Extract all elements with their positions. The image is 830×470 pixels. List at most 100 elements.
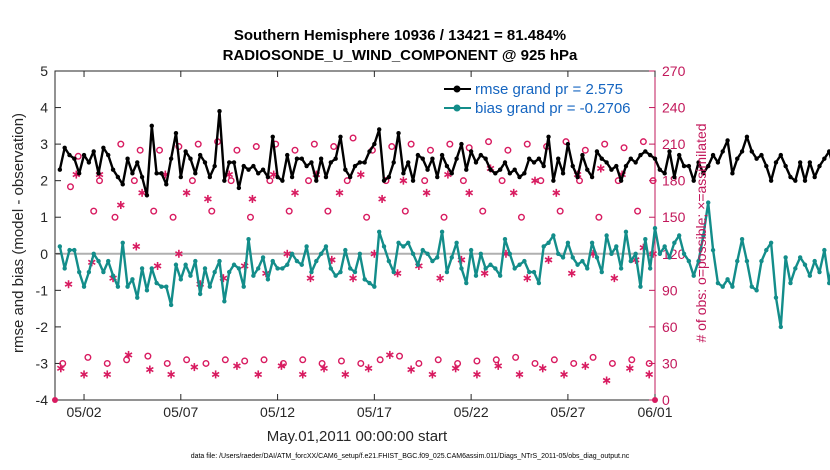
rmse-point <box>696 160 701 165</box>
obs-assimilated-marker <box>509 188 518 197</box>
bias-point <box>338 269 343 275</box>
rmse-point <box>493 171 498 176</box>
obs-possible-marker <box>485 138 493 146</box>
obs-possible-marker <box>601 140 609 148</box>
bias-point <box>696 258 701 264</box>
rmse-point <box>754 156 759 161</box>
rmse-point <box>691 178 696 183</box>
bias-point <box>410 251 416 256</box>
bias-point <box>783 255 788 260</box>
obs-assimilated-marker <box>552 188 561 197</box>
x-tick-label: 05/22 <box>454 404 489 420</box>
rmse-point <box>343 167 348 172</box>
bias-point <box>347 266 353 271</box>
obs-possible-marker <box>504 146 512 154</box>
obs-possible-marker <box>130 177 138 185</box>
obs-assimilated-marker <box>64 280 73 289</box>
bias-point <box>468 247 474 253</box>
rmse-point <box>720 149 725 154</box>
rmse-point <box>86 160 92 165</box>
bias-point <box>570 255 575 260</box>
obs-possible-marker <box>221 356 229 364</box>
bias-point <box>657 251 663 256</box>
bias-point <box>188 273 193 278</box>
obs-assimilated-marker <box>306 274 315 283</box>
obs-possible-marker <box>252 143 260 151</box>
bias-point <box>275 266 280 271</box>
rmse-point <box>672 174 677 180</box>
rmse-point <box>759 152 764 158</box>
obs-possible-marker <box>188 177 196 185</box>
rmse-point <box>338 134 343 139</box>
y-tick-label: 0 <box>40 246 48 262</box>
obs-assimilated-marker <box>364 364 373 373</box>
bias-point <box>565 240 571 246</box>
bias-point <box>236 266 242 271</box>
rmse-point <box>193 171 198 176</box>
bias-point <box>706 200 711 205</box>
rmse-point <box>91 149 96 154</box>
rmse-point <box>367 149 372 154</box>
obs-possible-marker <box>90 207 98 215</box>
rmse-point <box>706 163 711 169</box>
bias-point <box>556 251 561 256</box>
rmse-point <box>502 160 508 165</box>
bias-point <box>759 258 764 264</box>
obs-assimilated-marker <box>494 361 503 370</box>
obs-possible-marker <box>608 359 616 367</box>
rmse-point <box>67 152 72 158</box>
x-axis-label: May.01,2011 00:00:00 start <box>267 428 448 445</box>
bias-point <box>478 251 484 256</box>
obs-assimilated-marker <box>356 170 365 179</box>
rmse-point <box>62 145 67 150</box>
bias-point <box>352 269 358 275</box>
rmse-point <box>164 182 169 187</box>
bias-point <box>676 233 682 238</box>
obs-possible-marker <box>324 207 332 215</box>
obs-possible-marker <box>440 213 448 221</box>
bias-point <box>444 269 450 275</box>
bias-point <box>802 262 808 267</box>
obs-assimilated-marker <box>428 370 437 379</box>
bias-point <box>430 258 435 264</box>
rmse-point <box>415 152 421 158</box>
bias-point <box>585 266 590 271</box>
bias-point <box>381 244 387 249</box>
rmse-point <box>202 160 208 165</box>
y-tick-label: 2 <box>40 173 48 189</box>
rmse-point <box>599 156 604 161</box>
rmse-point <box>275 174 280 180</box>
rmse-point <box>647 152 653 158</box>
right-y-tick-label: 0 <box>662 392 670 408</box>
obs-end-marker <box>652 397 658 403</box>
obs-assimilated-marker <box>465 188 474 197</box>
rmse-point <box>328 160 334 165</box>
obs-assimilated-marker <box>116 201 125 210</box>
rmse-point <box>807 160 813 165</box>
obs-assimilated-marker <box>515 370 524 379</box>
rmse-point <box>464 167 469 172</box>
bias-point <box>294 258 300 264</box>
bias-point <box>212 269 217 275</box>
rmse-point <box>739 149 745 154</box>
obs-assimilated-marker <box>567 269 576 278</box>
x-tick-label: 05/17 <box>357 404 392 420</box>
rmse-point <box>197 152 203 158</box>
obs-possible-marker <box>628 356 636 364</box>
obs-possible-marker <box>59 359 67 367</box>
bias-point <box>57 244 63 249</box>
obs-possible-marker <box>163 359 171 367</box>
obs-possible-marker <box>434 356 442 364</box>
bias-point <box>647 266 653 271</box>
obs-assimilated-marker <box>254 370 263 379</box>
bias-point <box>241 284 246 289</box>
rmse-point <box>686 163 692 169</box>
obs-possible-marker <box>299 356 307 364</box>
obs-possible-marker <box>103 359 111 367</box>
x-tick-label: 05/27 <box>550 404 585 420</box>
rmse-point <box>265 174 271 180</box>
obs-possible-marker <box>473 357 481 365</box>
rmse-point <box>256 171 261 176</box>
obs-assimilated-marker <box>167 370 176 379</box>
